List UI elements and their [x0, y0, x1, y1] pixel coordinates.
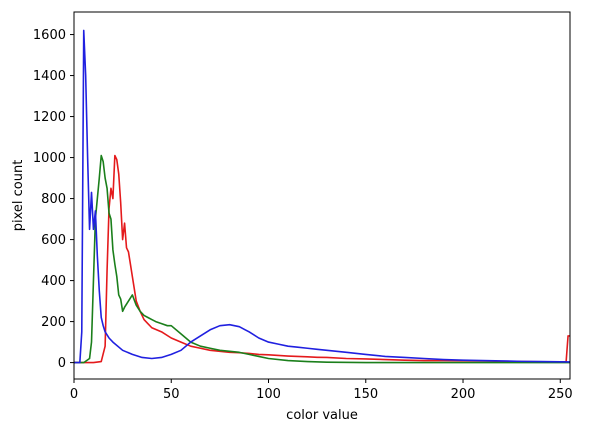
x-tick-label: 50 [163, 387, 180, 402]
series-line-3 [74, 29, 571, 364]
y-tick-label: 200 [41, 315, 66, 330]
plot-lines [74, 29, 571, 364]
y-tick-label: 0 [58, 356, 66, 371]
plot-frame [73, 11, 571, 380]
y-axis-label: pixel count [11, 160, 26, 232]
y-tick-label: 1400 [33, 69, 66, 84]
y-tick-label: 600 [41, 233, 66, 248]
x-tick-label: 0 [70, 387, 78, 402]
series-line-1 [74, 154, 570, 364]
y-tick-label: 1200 [33, 110, 66, 125]
x-tick-label: 250 [548, 387, 573, 402]
x-tick-label: 100 [256, 387, 281, 402]
x-tick-label: 200 [451, 387, 476, 402]
x-axis-ticks: 0 50 100 150 200 250 [70, 379, 573, 402]
x-axis-label: color value [286, 408, 358, 423]
y-tick-label: 1000 [33, 151, 66, 166]
x-tick-label: 150 [353, 387, 378, 402]
y-axis-ticks: 0 200 400 600 800 1000 1200 1400 1600 [33, 28, 74, 371]
y-tick-label: 800 [41, 192, 66, 207]
y-tick-label: 1600 [33, 28, 66, 43]
y-tick-label: 400 [41, 274, 66, 289]
series-line-2 [74, 154, 570, 364]
